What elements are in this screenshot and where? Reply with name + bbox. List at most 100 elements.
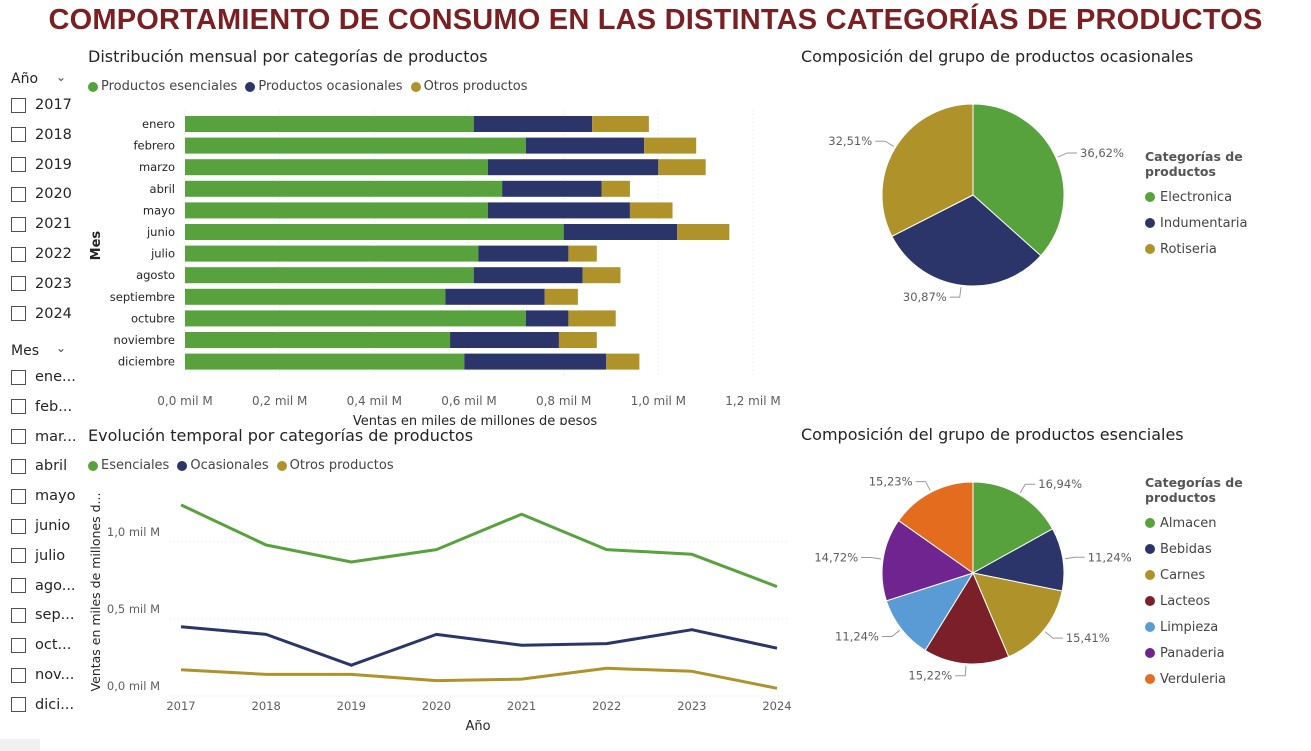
- bar-segment[interactable]: [450, 332, 559, 348]
- legend-item[interactable]: Limpieza: [1145, 617, 1311, 637]
- bar-segment[interactable]: [606, 353, 640, 370]
- year-option[interactable]: 2017: [11, 95, 72, 115]
- year-checkbox[interactable]: [11, 157, 26, 173]
- bar-segment[interactable]: [185, 288, 446, 305]
- bar-segment[interactable]: [525, 137, 645, 154]
- month-checkbox[interactable]: [11, 429, 26, 445]
- pie-slice[interactable]: [972, 572, 1063, 658]
- bar-segment[interactable]: [601, 180, 630, 197]
- bar-segment[interactable]: [185, 137, 526, 154]
- year-checkbox[interactable]: [11, 127, 26, 143]
- month-option[interactable]: dici...: [11, 695, 74, 715]
- month-option[interactable]: abril: [11, 456, 67, 476]
- year-checkbox[interactable]: [11, 97, 26, 113]
- bar-segment[interactable]: [568, 245, 597, 262]
- legend-item[interactable]: Rotiseria: [1145, 239, 1311, 259]
- pie-slice[interactable]: [972, 103, 1065, 257]
- pie-slice[interactable]: [881, 519, 975, 602]
- bar-segment[interactable]: [502, 180, 602, 197]
- legend-item[interactable]: Productos ocasionales: [245, 79, 403, 94]
- month-checkbox[interactable]: [11, 369, 26, 385]
- year-checkbox[interactable]: [11, 276, 26, 292]
- bar-segment[interactable]: [558, 332, 597, 348]
- year-checkbox[interactable]: [11, 246, 26, 262]
- legend-item[interactable]: Almacen: [1145, 513, 1311, 533]
- year-option[interactable]: 2023: [11, 274, 72, 294]
- month-checkbox[interactable]: [11, 607, 26, 623]
- bar-segment[interactable]: [185, 159, 488, 176]
- bar-segment[interactable]: [185, 116, 474, 132]
- month-option[interactable]: sep...: [11, 605, 75, 625]
- legend-item[interactable]: Verduleria: [1145, 669, 1311, 689]
- bar-segment[interactable]: [464, 353, 607, 370]
- legend-item[interactable]: Otros productos: [410, 79, 528, 94]
- year-option[interactable]: 2019: [11, 155, 72, 175]
- legend-item[interactable]: Panaderia: [1145, 643, 1311, 663]
- legend-item[interactable]: Lacteos: [1145, 591, 1311, 611]
- bar-segment[interactable]: [185, 310, 526, 327]
- bar-segment[interactable]: [629, 202, 673, 219]
- bar-segment[interactable]: [592, 116, 649, 132]
- bar-segment[interactable]: [185, 202, 488, 219]
- year-checkbox[interactable]: [11, 306, 26, 322]
- bar-segment[interactable]: [525, 310, 569, 327]
- pie-slice[interactable]: [972, 481, 1054, 574]
- bar-segment[interactable]: [185, 224, 564, 240]
- bar-segment[interactable]: [487, 159, 659, 176]
- month-checkbox[interactable]: [11, 697, 26, 713]
- month-option[interactable]: mayo: [11, 486, 75, 506]
- month-checkbox[interactable]: [11, 667, 26, 683]
- legend-item[interactable]: Carnes: [1145, 565, 1311, 585]
- month-option[interactable]: ene...: [11, 367, 76, 387]
- month-option[interactable]: feb...: [11, 397, 72, 417]
- legend-item[interactable]: Productos esenciales: [88, 79, 237, 94]
- bar-segment[interactable]: [644, 137, 697, 154]
- bar-segment[interactable]: [487, 202, 630, 219]
- month-checkbox[interactable]: [11, 578, 26, 594]
- year-checkbox[interactable]: [11, 186, 26, 202]
- pie-slice[interactable]: [971, 528, 1065, 592]
- legend-item[interactable]: Esenciales: [88, 458, 169, 473]
- year-option[interactable]: 2022: [11, 244, 72, 264]
- series-line[interactable]: [180, 503, 778, 589]
- month-option[interactable]: oct...: [11, 635, 71, 655]
- bar-segment[interactable]: [544, 288, 578, 305]
- bar-segment[interactable]: [677, 224, 730, 240]
- month-checkbox[interactable]: [11, 518, 26, 534]
- month-checkbox[interactable]: [11, 548, 26, 564]
- legend-item[interactable]: Ocasionales: [177, 458, 269, 473]
- series-line[interactable]: [180, 666, 778, 690]
- bar-segment[interactable]: [445, 288, 545, 305]
- year-option[interactable]: 2024: [11, 304, 72, 324]
- month-option[interactable]: ago...: [11, 576, 76, 596]
- legend-item[interactable]: Electronica: [1145, 187, 1311, 207]
- pie-slice[interactable]: [885, 572, 975, 652]
- pie-slice[interactable]: [881, 103, 974, 238]
- bar-segment[interactable]: [658, 159, 706, 176]
- month-checkbox[interactable]: [11, 399, 26, 415]
- bar-segment[interactable]: [568, 310, 616, 327]
- bar-segment[interactable]: [563, 224, 678, 240]
- legend-item[interactable]: Bebidas: [1145, 539, 1311, 559]
- pie-slice[interactable]: [897, 481, 974, 574]
- bar-segment[interactable]: [185, 267, 474, 284]
- bar-segment[interactable]: [185, 332, 451, 348]
- year-option[interactable]: 2020: [11, 184, 72, 204]
- month-checkbox[interactable]: [11, 488, 26, 504]
- year-option[interactable]: 2021: [11, 214, 72, 234]
- month-option[interactable]: julio: [11, 546, 65, 566]
- year-checkbox[interactable]: [11, 216, 26, 232]
- month-option[interactable]: mar...: [11, 427, 76, 447]
- month-checkbox[interactable]: [11, 458, 26, 474]
- bar-segment[interactable]: [473, 116, 593, 132]
- month-option[interactable]: nov...: [11, 665, 74, 685]
- pie-slice[interactable]: [924, 571, 1010, 665]
- bar-segment[interactable]: [478, 245, 569, 262]
- bar-segment[interactable]: [185, 180, 503, 197]
- legend-item[interactable]: Indumentaria: [1145, 213, 1311, 233]
- year-option[interactable]: 2018: [11, 125, 72, 145]
- legend-item[interactable]: Otros productos: [276, 458, 394, 473]
- bar-segment[interactable]: [473, 267, 583, 284]
- series-line[interactable]: [180, 625, 778, 667]
- chevron-down-icon[interactable]: ⌄: [56, 70, 67, 84]
